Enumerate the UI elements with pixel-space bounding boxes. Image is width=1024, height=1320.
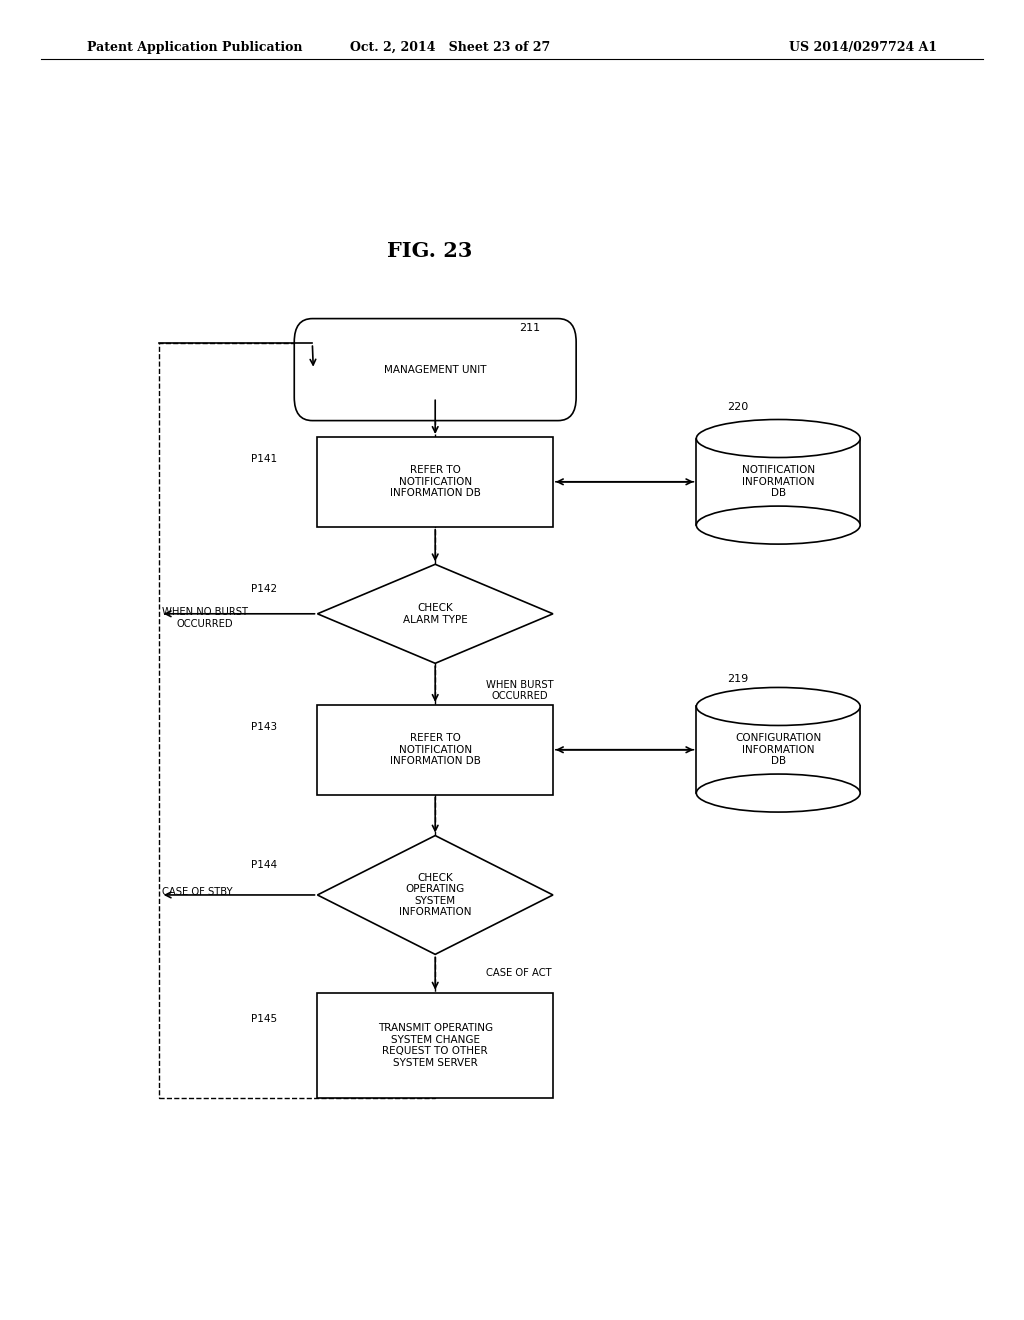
Text: REFER TO
NOTIFICATION
INFORMATION DB: REFER TO NOTIFICATION INFORMATION DB bbox=[390, 465, 480, 499]
Text: 211: 211 bbox=[519, 322, 541, 333]
Text: WHEN BURST
OCCURRED: WHEN BURST OCCURRED bbox=[486, 680, 554, 701]
Bar bbox=[159, 343, 435, 1098]
Text: 220: 220 bbox=[727, 401, 749, 412]
Text: CASE OF STBY: CASE OF STBY bbox=[162, 887, 232, 898]
Text: FIG. 23: FIG. 23 bbox=[387, 240, 473, 261]
Text: MANAGEMENT UNIT: MANAGEMENT UNIT bbox=[384, 364, 486, 375]
Ellipse shape bbox=[696, 688, 860, 726]
Text: US 2014/0297724 A1: US 2014/0297724 A1 bbox=[788, 41, 937, 54]
Text: CASE OF ACT: CASE OF ACT bbox=[486, 968, 552, 978]
Text: CONFIGURATION
INFORMATION
DB: CONFIGURATION INFORMATION DB bbox=[735, 733, 821, 767]
Bar bbox=[317, 437, 553, 527]
Ellipse shape bbox=[696, 506, 860, 544]
Bar bbox=[317, 993, 553, 1098]
Ellipse shape bbox=[696, 420, 860, 458]
Text: WHEN NO BURST
OCCURRED: WHEN NO BURST OCCURRED bbox=[162, 607, 248, 628]
Text: CHECK
ALARM TYPE: CHECK ALARM TYPE bbox=[402, 603, 468, 624]
Text: P144: P144 bbox=[251, 861, 278, 870]
Text: CHECK
OPERATING
SYSTEM
INFORMATION: CHECK OPERATING SYSTEM INFORMATION bbox=[399, 873, 471, 917]
Text: P141: P141 bbox=[251, 454, 278, 465]
Bar bbox=[696, 706, 860, 793]
Polygon shape bbox=[317, 565, 553, 663]
Text: P143: P143 bbox=[251, 722, 278, 733]
Text: REFER TO
NOTIFICATION
INFORMATION DB: REFER TO NOTIFICATION INFORMATION DB bbox=[390, 733, 480, 767]
Bar bbox=[317, 705, 553, 795]
Text: TRANSMIT OPERATING
SYSTEM CHANGE
REQUEST TO OTHER
SYSTEM SERVER: TRANSMIT OPERATING SYSTEM CHANGE REQUEST… bbox=[378, 1023, 493, 1068]
Text: P145: P145 bbox=[251, 1014, 278, 1024]
Text: Oct. 2, 2014   Sheet 23 of 27: Oct. 2, 2014 Sheet 23 of 27 bbox=[350, 41, 551, 54]
Bar bbox=[696, 438, 860, 525]
Text: 219: 219 bbox=[727, 673, 749, 684]
FancyBboxPatch shape bbox=[294, 318, 577, 421]
Text: Patent Application Publication: Patent Application Publication bbox=[87, 41, 302, 54]
Text: P142: P142 bbox=[251, 583, 278, 594]
Text: NOTIFICATION
INFORMATION
DB: NOTIFICATION INFORMATION DB bbox=[741, 465, 815, 499]
Ellipse shape bbox=[696, 774, 860, 812]
Polygon shape bbox=[317, 836, 553, 954]
